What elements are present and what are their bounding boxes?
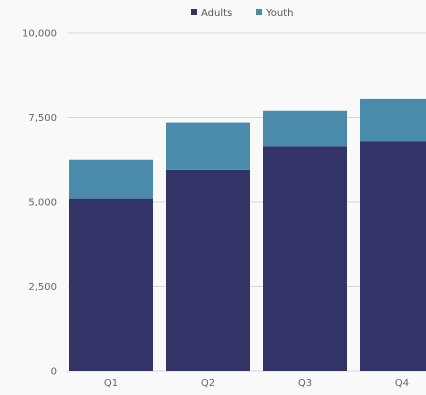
x-tick-label: Q4 [395,378,409,389]
y-tick-label: 5,000 [28,198,57,209]
x-axis-ticks: Q1 Q2 Q3 Q4 [104,378,409,389]
legend-swatch-adults [191,9,197,15]
y-tick-label: 7,500 [28,113,57,124]
legend-label-adults: Adults [201,8,232,19]
legend-swatch-youth [256,9,262,15]
y-tick-label: 2,500 [28,282,57,293]
bar-adults-q4 [360,141,426,371]
bar-adults-q2 [166,169,250,371]
bar-youth-q3 [263,110,347,147]
bar-adults-q1 [69,198,153,371]
bars [69,98,426,371]
x-tick-label: Q3 [298,378,312,389]
bar-youth-q1 [69,159,153,199]
y-tick-label: 0 [51,367,57,378]
x-tick-label: Q2 [201,378,215,389]
x-tick-label: Q1 [104,378,118,389]
y-axis-ticks: 0 2,500 5,000 7,500 10,000 [22,29,57,378]
bar-youth-q4 [360,98,426,142]
legend: Adults Youth [191,8,294,19]
bar-adults-q3 [263,146,347,371]
y-tick-label: 10,000 [22,29,57,40]
legend-label-youth: Youth [265,8,294,19]
bar-youth-q2 [166,122,250,170]
